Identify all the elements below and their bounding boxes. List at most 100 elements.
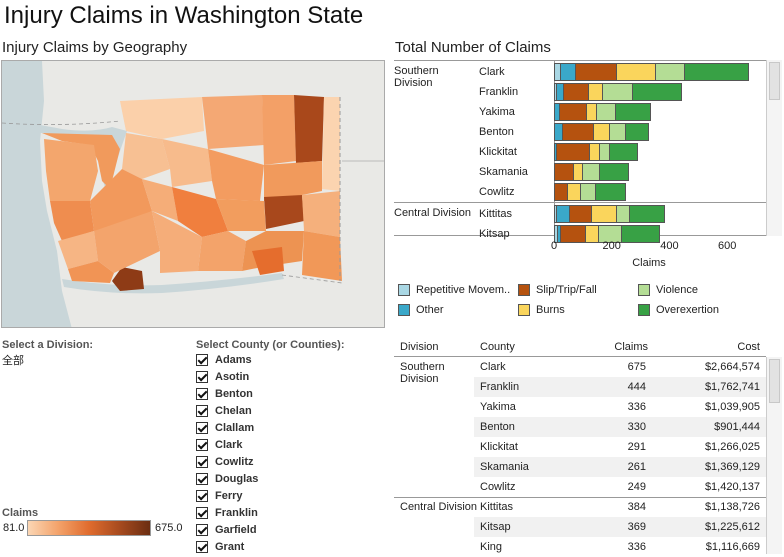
checkbox-checked[interactable] [196,421,208,434]
bar-segment[interactable] [603,83,634,101]
table-header-county[interactable]: County [480,341,515,353]
legend-item[interactable]: Repetitive Movem.. [398,284,510,296]
bar-segment[interactable] [556,83,565,101]
bar-segment[interactable] [555,183,569,201]
bar-segment[interactable] [588,83,604,101]
bar-segment[interactable] [555,143,557,161]
bar-segment[interactable] [555,163,575,181]
choropleth-map[interactable] [1,60,385,328]
bar-chart-scrollbar[interactable] [766,60,782,236]
county-option[interactable]: Ferry [196,487,386,504]
table-cell-county: Kitsap [480,521,511,533]
bar-segment[interactable] [595,183,626,201]
bar-segment[interactable] [581,183,596,201]
county-option[interactable]: Benton [196,385,386,402]
bar-segment[interactable] [630,205,665,223]
bar-segment[interactable] [685,63,749,81]
bar-segment[interactable] [559,103,588,121]
checkbox-checked[interactable] [196,472,208,485]
table-row[interactable]: Kittitas 384 $1,138,726 [474,497,766,517]
bar-segment[interactable] [554,225,559,243]
table-row[interactable]: Benton 330 $901,444 [474,417,766,437]
table-row[interactable]: Franklin 444 $1,762,741 [474,377,766,397]
bar-segment[interactable] [561,225,586,243]
table-row[interactable]: Skamania 261 $1,369,129 [474,457,766,477]
bar-segment[interactable] [582,163,601,181]
county-option[interactable]: Chelan [196,402,386,419]
bar-segment[interactable] [564,83,589,101]
bar-segment[interactable] [590,143,601,161]
county-option[interactable]: Clallam [196,419,386,436]
bar-segment[interactable] [587,103,598,121]
table-row[interactable]: Cowlitz 249 $1,420,137 [474,477,766,497]
scroll-thumb[interactable] [769,62,780,100]
table-cell-county: King [480,541,503,553]
county-option[interactable]: Garfield [196,521,386,538]
county-option[interactable]: Adams [196,351,386,368]
bar-segment[interactable] [591,205,618,223]
table-header-claims[interactable]: Claims [614,341,648,353]
table-row[interactable]: Yakima 336 $1,039,905 [474,397,766,417]
checkbox-checked[interactable] [196,404,208,417]
table-row[interactable]: Klickitat 291 $1,266,025 [474,437,766,457]
checkbox-checked[interactable] [196,540,208,553]
table-row[interactable]: King 336 $1,116,669 [474,537,766,557]
county-option[interactable]: Grant [196,538,386,555]
bar-segment[interactable] [558,225,562,243]
county-option[interactable]: Cowlitz [196,453,386,470]
bar-segment[interactable] [626,123,650,141]
checkbox-checked[interactable] [196,438,208,451]
bar-segment[interactable] [561,63,576,81]
bar-segment[interactable] [597,103,617,121]
checkbox-checked[interactable] [196,370,208,383]
bar-segment[interactable] [594,123,611,141]
bar-segment[interactable] [569,205,592,223]
division-filter-value[interactable]: 全部 [2,355,24,367]
legend-item[interactable]: Other [398,304,444,316]
checkbox-checked[interactable] [196,523,208,536]
bar-segment[interactable] [610,143,638,161]
legend-item[interactable]: Overexertion [638,304,719,316]
bar-segment[interactable] [556,205,570,223]
bar-segment[interactable] [617,205,631,223]
checkbox-checked[interactable] [196,353,208,366]
table-row[interactable]: Clark 675 $2,664,574 [474,357,766,377]
bar-segment[interactable] [610,123,627,141]
bar-segment[interactable] [616,103,651,121]
county-option[interactable]: Franklin [196,504,386,521]
scroll-thumb[interactable] [769,359,780,403]
checkbox-checked[interactable] [196,489,208,502]
legend-item[interactable]: Violence [638,284,698,296]
table-row[interactable]: Kitsap 369 $1,225,612 [474,517,766,537]
bar-segment[interactable] [556,143,591,161]
county-option[interactable]: Asotin [196,368,386,385]
bar-segment[interactable] [554,205,557,223]
county-option[interactable]: Clark [196,436,386,453]
bar-segment[interactable] [621,225,661,243]
checkbox-checked[interactable] [196,506,208,519]
bar-segment[interactable] [617,63,657,81]
bar-segment[interactable] [554,63,562,81]
checkbox-checked[interactable] [196,455,208,468]
table-header-division[interactable]: Division [400,341,439,353]
bar-segment[interactable] [598,225,622,243]
legend-item[interactable]: Burns [518,304,565,316]
table-cell-claims: 291 [627,441,646,453]
legend-item[interactable]: Slip/Trip/Fall [518,284,597,296]
bar-segment[interactable] [585,225,599,243]
bar-segment[interactable] [574,163,583,181]
bar-segment[interactable] [554,83,557,101]
bar-segment[interactable] [656,63,686,81]
table-scrollbar[interactable] [766,357,782,554]
table-header-cost[interactable]: Cost [737,341,760,353]
bar-segment[interactable] [600,143,611,161]
bar-segment[interactable] [633,83,683,101]
bar-segment[interactable] [575,63,618,81]
bar-segment[interactable] [600,163,630,181]
bar-segment[interactable] [568,183,582,201]
bar-segment[interactable] [562,123,595,141]
bar-segment[interactable] [555,123,563,141]
county-option[interactable]: Douglas [196,470,386,487]
bar-segment[interactable] [555,103,560,121]
checkbox-checked[interactable] [196,387,208,400]
